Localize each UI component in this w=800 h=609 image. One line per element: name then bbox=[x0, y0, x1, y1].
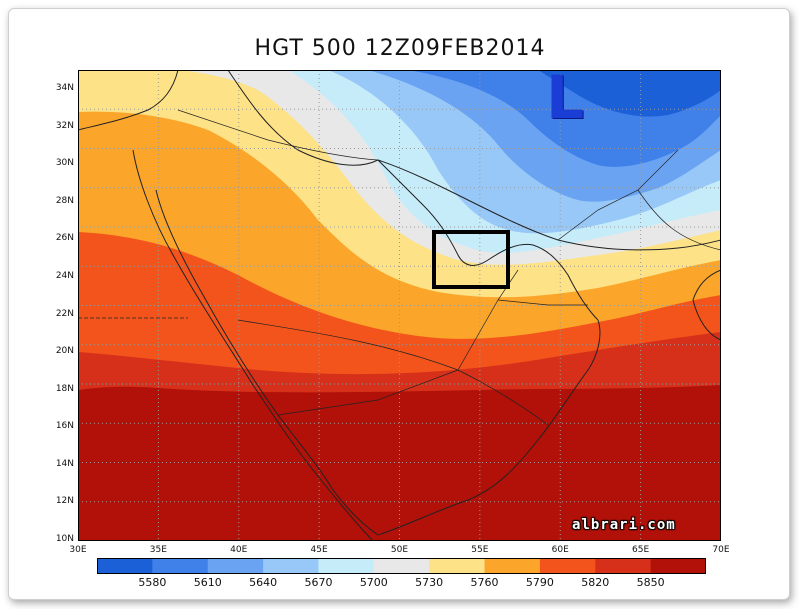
lon-label: 60E bbox=[551, 545, 569, 555]
band-5580 bbox=[538, 70, 721, 117]
lat-label: 12N bbox=[55, 496, 74, 507]
lon-label: 30E bbox=[69, 545, 87, 555]
lon-label: 50E bbox=[390, 545, 409, 555]
colorbar-tick-label: 5580 bbox=[138, 576, 167, 589]
colorbar-swatch bbox=[263, 558, 319, 574]
lat-label: 30N bbox=[55, 158, 74, 169]
lon-label: 65E bbox=[632, 545, 650, 555]
colorbar-swatch bbox=[152, 558, 209, 574]
grid-lines bbox=[78, 70, 721, 541]
colorbar-swatch bbox=[373, 558, 430, 574]
colorbar-tick-label: 5700 bbox=[359, 576, 388, 589]
lat-label: 32N bbox=[55, 120, 74, 131]
coastlines bbox=[78, 70, 721, 541]
colorbar-swatch bbox=[207, 558, 264, 574]
watermark: albrari.com bbox=[572, 517, 676, 533]
colorbar-swatch bbox=[429, 558, 486, 574]
colorbar-swatch bbox=[539, 558, 596, 574]
lat-label: 18N bbox=[55, 383, 74, 394]
colorbar-tick-label: 5820 bbox=[581, 576, 610, 589]
colorbar-swatch bbox=[650, 558, 706, 574]
lon-label: 40E bbox=[230, 545, 248, 555]
colorbar-swatch bbox=[595, 558, 652, 574]
lon-label: 55E bbox=[471, 545, 489, 555]
colorbar-tick-label: 5670 bbox=[304, 576, 333, 589]
lat-label: 22N bbox=[55, 308, 74, 319]
colorbar-swatch bbox=[318, 558, 375, 574]
colorbar-tick-label: 5610 bbox=[193, 576, 222, 589]
colorbar-swatch bbox=[97, 558, 153, 574]
lat-label: 20N bbox=[55, 346, 74, 357]
lon-label: 35E bbox=[149, 545, 167, 555]
lat-label: 26N bbox=[55, 233, 74, 244]
colorbar-border bbox=[97, 558, 706, 574]
geopotential-height-map bbox=[78, 70, 721, 541]
region-highlight-box bbox=[432, 230, 510, 289]
low-pressure-marker: L bbox=[546, 63, 585, 133]
lat-label: 34N bbox=[55, 83, 74, 93]
lat-label: 16N bbox=[55, 421, 74, 432]
colorbar-tick-label: 5730 bbox=[415, 576, 444, 589]
lon-label: 70E bbox=[712, 545, 730, 555]
colorbar-tick-label: 5760 bbox=[470, 576, 499, 589]
colorbar-swatch bbox=[484, 558, 541, 574]
lon-label: 45E bbox=[310, 545, 328, 555]
lat-label: 14N bbox=[55, 458, 74, 469]
lat-label: 24N bbox=[55, 270, 74, 281]
colorbar bbox=[97, 558, 706, 574]
colorbar-tick-label: 5790 bbox=[525, 576, 554, 589]
colorbar-tick-label: 5640 bbox=[249, 576, 278, 589]
lat-label: 28N bbox=[55, 195, 74, 206]
lat-label: 10N bbox=[55, 534, 74, 544]
colorbar-tick-label: 5850 bbox=[636, 576, 665, 589]
map-title: HGT 500 12Z09FEB2014 bbox=[254, 36, 546, 61]
